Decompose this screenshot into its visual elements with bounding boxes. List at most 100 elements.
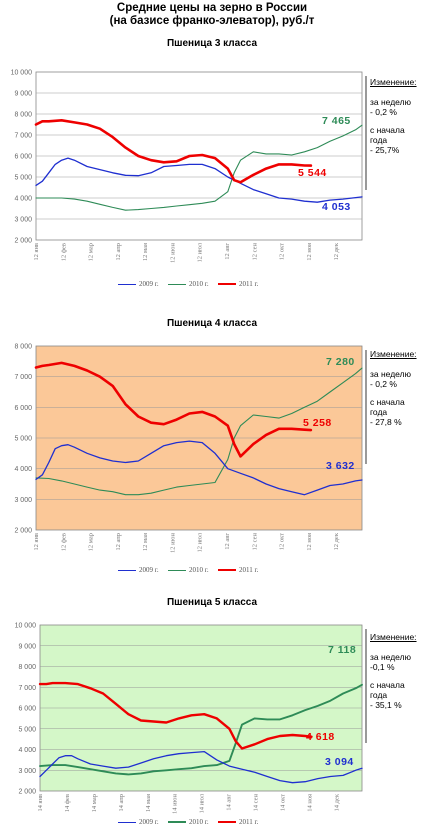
y-tick-label: 9 000 xyxy=(18,643,36,650)
chart-wheat-class-3: 2 000 3 000 4 000 5 000 6 000 7 000 8 000 9 000… xyxy=(11,70,367,263)
x-tick-label: 12 мая xyxy=(142,533,149,551)
y-tick-label: 4 000 xyxy=(18,747,36,754)
notes-week-label: за неделю xyxy=(370,652,411,662)
legend-chart-2: 2009 г. 2010 г. 2011 г. xyxy=(0,566,424,576)
legend-swatch-2011 xyxy=(218,821,236,824)
x-tick-label: 14 фев xyxy=(64,794,71,812)
notes-week-value: -0,1 % xyxy=(370,662,395,672)
y-tick-label: 6 000 xyxy=(14,154,32,161)
notes-ytd-label-2: года xyxy=(370,407,388,417)
x-tick-label: 12 авг xyxy=(224,243,231,260)
x-tick-label: 12 дек xyxy=(333,242,340,260)
x-tick-label: 12 окт xyxy=(279,243,286,260)
notes-heading: Изменение: xyxy=(370,349,417,359)
chart-wheat-class-4: 2 000 3 000 4 000 5 000 6 000 7 000 8 000 12 ян… xyxy=(14,344,367,553)
notes-week-value: - 0,2 % xyxy=(370,379,397,389)
notes-week-label: за неделю xyxy=(370,369,411,379)
x-tick-label: 14 янв xyxy=(37,794,44,812)
legend-swatch-2010 xyxy=(168,283,186,285)
legend-label-2009: 2009 г. xyxy=(139,280,159,288)
notes-chart-1: Изменение: за неделю - 0,2 % с начала го… xyxy=(370,77,424,155)
x-tick-label: 14 сен xyxy=(253,793,260,811)
notes-week-value: - 0,2 % xyxy=(370,107,397,117)
legend-item-2009: 2009 г. xyxy=(118,280,159,288)
legend-label-2011: 2011 г. xyxy=(239,566,259,574)
y-tick-label: 8 000 xyxy=(18,664,36,671)
end-value-label-2009: 3 094 xyxy=(325,756,354,768)
x-tick-label: 14 июл xyxy=(199,793,206,813)
y-tick-label: 8 000 xyxy=(14,344,32,351)
notes-chart-3: Изменение: за неделю -0,1 % с начала год… xyxy=(370,632,424,710)
legend-swatch-2009 xyxy=(118,283,136,285)
legend-label-2010: 2010 г. xyxy=(189,818,209,826)
legend-item-2011: 2011 г. xyxy=(218,818,258,826)
legend-chart-3: 2009 г. 2010 г. 2011 г. xyxy=(0,818,424,828)
legend-item-2009: 2009 г. xyxy=(118,818,159,826)
y-tick-label: 4 000 xyxy=(14,196,32,203)
legend-swatch-2010 xyxy=(168,569,186,571)
x-tick-label: 12 апр xyxy=(115,533,122,551)
legend-label-2009: 2009 г. xyxy=(139,818,159,826)
x-tick-label: 12 сен xyxy=(251,242,258,260)
x-tick-label: 14 авг xyxy=(226,794,233,811)
legend-swatch-2010 xyxy=(168,821,186,824)
y-tick-label: 5 000 xyxy=(14,175,32,182)
legend-swatch-2011 xyxy=(218,283,236,286)
x-tick-label: 12 июл xyxy=(197,242,204,262)
y-tick-label: 2 000 xyxy=(14,238,32,245)
x-tick-label: 14 окт xyxy=(280,794,287,811)
series-line-2009 xyxy=(35,157,363,203)
page-title-line-1: Средние цены на зерно в России xyxy=(116,2,308,14)
y-tick-label: 2 000 xyxy=(18,789,36,796)
legend-swatch-2009 xyxy=(118,569,136,571)
x-tick-label: 12 апр xyxy=(115,243,122,261)
x-tick-label: 12 окт xyxy=(279,533,286,550)
x-tick-label: 12 дек xyxy=(333,532,340,550)
legend-item-2011: 2011 г. xyxy=(218,566,258,574)
legend-item-2010: 2010 г. xyxy=(168,566,209,574)
x-tick-label: 14 мар xyxy=(91,794,98,812)
x-tick-label: 12 авг xyxy=(224,533,231,550)
x-tick-label: 14 июн xyxy=(172,793,179,813)
x-tick-label: 12 янв xyxy=(33,533,40,551)
y-tick-label: 7 000 xyxy=(14,374,32,381)
legend-label-2010: 2010 г. xyxy=(189,280,209,288)
notes-heading: Изменение: xyxy=(370,632,417,642)
y-tick-label: 10 000 xyxy=(11,70,33,77)
notes-ytd-label-2: года xyxy=(370,690,388,700)
legend-item-2009: 2009 г. xyxy=(118,566,159,574)
series-line-2011 xyxy=(38,681,313,750)
x-tick-label: 14 мая xyxy=(145,794,152,812)
notes-ytd-label-2: года xyxy=(370,135,388,145)
y-tick-label: 7 000 xyxy=(14,133,32,140)
legend-chart-1: 2009 г. 2010 г. 2011 г. xyxy=(0,280,424,290)
x-tick-label: 12 июн xyxy=(169,532,176,552)
legend-item-2010: 2010 г. xyxy=(168,280,209,288)
x-tick-label: 12 мар xyxy=(88,533,95,551)
y-tick-label: 7 000 xyxy=(18,685,36,692)
x-tick-label: 12 фев xyxy=(60,533,67,551)
y-tick-label: 5 000 xyxy=(18,726,36,733)
x-tick-label: 12 ноя xyxy=(306,243,313,261)
y-tick-label: 9 000 xyxy=(14,91,32,98)
y-tick-label: 4 000 xyxy=(14,466,32,473)
end-value-label-2011: 5 258 xyxy=(303,417,332,429)
legend-item-2011: 2011 г. xyxy=(218,280,258,288)
notes-ytd-value: - 35,1 % xyxy=(370,700,402,710)
series-line-2010 xyxy=(35,367,363,496)
x-tick-label: 14 дек xyxy=(333,793,340,811)
legend-swatch-2011 xyxy=(218,569,236,572)
page-title: Средние цены на зерно в России (на базис… xyxy=(0,2,424,28)
x-tick-label: 12 сен xyxy=(251,532,258,550)
notes-ytd-label-1: с начала xyxy=(370,680,405,690)
notes-heading: Изменение: xyxy=(370,77,417,87)
chart-title-wheat-class-3: Пшеница 3 класса xyxy=(166,38,258,49)
page-title-line-2: (на базисе франко-элеватор), руб./т xyxy=(109,15,315,27)
legend-item-2010: 2010 г. xyxy=(168,818,209,826)
series-line-2011 xyxy=(34,119,313,184)
notes-week-label: за неделю xyxy=(370,97,411,107)
y-tick-label: 2 000 xyxy=(14,528,32,535)
series-line-2009 xyxy=(35,440,363,496)
y-tick-label: 6 000 xyxy=(18,706,36,713)
chart-title-wheat-class-4: Пшеница 4 класса xyxy=(166,318,258,329)
